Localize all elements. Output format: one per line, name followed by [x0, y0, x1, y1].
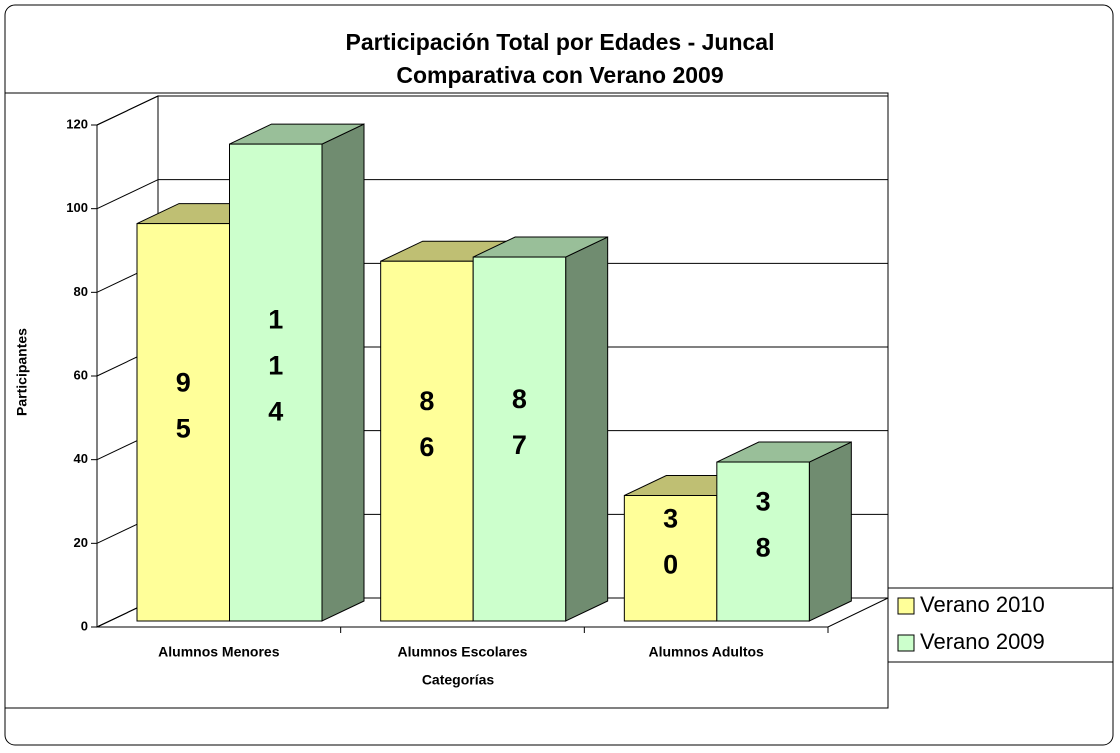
bar-front	[716, 461, 810, 622]
y-tick-label: 0	[81, 618, 88, 633]
y-tick-label: 60	[74, 367, 88, 382]
x-axis-title: Categorías	[422, 672, 495, 688]
bar-front	[136, 223, 230, 622]
legend-label: Verano 2009	[920, 629, 1045, 654]
x-tick-label: Alumnos Escolares	[398, 644, 528, 660]
bar-front	[380, 260, 474, 622]
bar-side	[808, 441, 852, 622]
grid-line-side	[96, 179, 159, 210]
legend-box	[887, 587, 1114, 663]
y-tick-label: 100	[66, 200, 88, 215]
x-tick-label: Alumnos Adultos	[648, 644, 764, 660]
legend-swatch	[897, 634, 915, 652]
bar-front	[623, 495, 718, 622]
bar-side	[321, 123, 365, 622]
chart-title: Participación Total por Edades - Juncal	[345, 29, 774, 55]
y-tick-label: 20	[74, 535, 88, 550]
grid-line-side	[96, 95, 159, 126]
legend-label: Verano 2010	[920, 592, 1045, 617]
y-tick-label: 120	[66, 116, 88, 131]
legend-swatch	[897, 597, 915, 615]
x-tick-label: Alumnos Menores	[158, 644, 280, 660]
bar-front	[472, 256, 567, 622]
bar-front	[229, 143, 323, 622]
bar-side	[565, 236, 609, 622]
y-tick-label: 40	[74, 451, 88, 466]
y-axis-title: Participantes	[14, 328, 30, 416]
chart-subtitle: Comparativa con Verano 2009	[396, 62, 723, 88]
y-tick-label: 80	[74, 284, 88, 299]
